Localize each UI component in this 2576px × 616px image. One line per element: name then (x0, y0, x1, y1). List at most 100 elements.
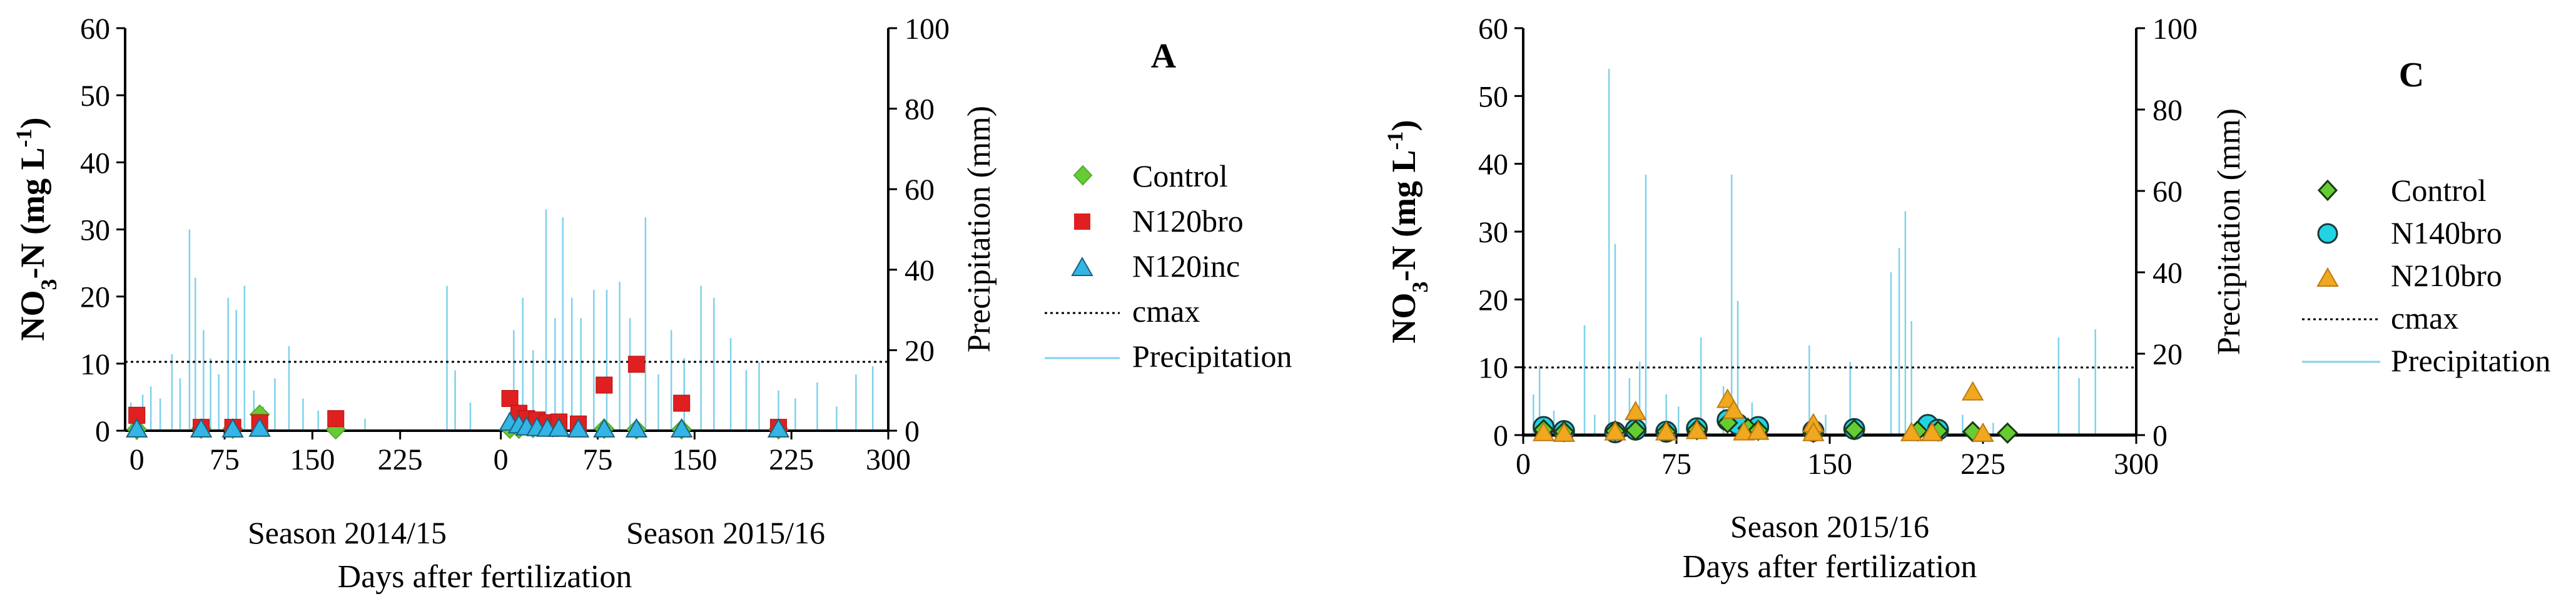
data-point-n210bro (1920, 421, 1944, 441)
legend-cmax-label: cmax (2391, 300, 2458, 336)
panel-a-y2-ticks: 0 20 40 60 80 100 (888, 13, 950, 448)
x-tick-label: 0 (1516, 448, 1531, 481)
legend-n120bro-marker (1074, 213, 1090, 230)
y-tick-label: 40 (1478, 148, 1508, 182)
y2-tick-label: 40 (2153, 257, 2183, 290)
panel-a-y-ticks: 0 10 20 30 40 50 60 (80, 13, 125, 448)
data-point-n120bro (673, 394, 691, 412)
data-point-n210bro (1722, 399, 1745, 419)
data-point-n120inc (221, 418, 244, 438)
data-point-n210bro (1624, 401, 1647, 421)
panel-a-letter: A (1151, 37, 1177, 76)
legend-control-label: Control (1132, 158, 1228, 193)
x-tick-label: 300 (866, 443, 911, 476)
panel-c-season-label: Season 2015/16 (1730, 509, 1929, 544)
data-point-n210bro (1553, 422, 1576, 442)
y-tick-label: 60 (1478, 13, 1508, 46)
panel-a-markers (125, 356, 790, 440)
data-point-n120inc (248, 417, 271, 437)
y2-tick-label: 60 (905, 173, 935, 207)
panel-c-legend: Control N140bro N210bro cmax Precipitati… (2302, 173, 2551, 378)
panel-c-x-axis-label: Days after fertilization (1683, 549, 1977, 585)
panel-a-y2-axis-label: Precipitation (mm) (961, 106, 997, 352)
x-tick-label: 75 (1661, 448, 1691, 481)
x-tick-label: 0 (129, 443, 145, 476)
data-point-control (1843, 419, 1865, 441)
panel-a-season-1-label: Season 2014/15 (248, 515, 447, 550)
data-point-n210bro (1900, 421, 1923, 441)
y-tick-label: 30 (80, 214, 110, 247)
data-point-n210bro (1532, 421, 1555, 441)
data-point-n210bro (1733, 421, 1755, 441)
legend-control-marker (2317, 179, 2338, 202)
legend-control-marker (1073, 165, 1093, 186)
panel-a: 0 10 20 30 40 50 60 0 20 40 60 80 100 0 75 150 225 0 75 1… (11, 13, 1292, 595)
panel-c-y-axis-label: NO3-N (mg L-1) (1382, 120, 1433, 344)
x-tick-label: 150 (1807, 448, 1852, 481)
panel-c-x-ticks: 0 75 150 225 300 (1516, 435, 2159, 481)
data-point-n120inc (593, 418, 616, 438)
y-tick-label: 10 (80, 348, 110, 381)
y-tick-label: 30 (1478, 216, 1508, 249)
data-point-control (1997, 422, 2019, 444)
y-tick-label: 50 (80, 80, 110, 113)
x-tick-label: 150 (672, 443, 717, 476)
x-tick-label: 75 (582, 443, 612, 476)
panel-c-precipitation-series (1533, 69, 2096, 435)
y2-tick-label: 100 (2153, 13, 2198, 46)
legend-n120inc-marker (1071, 256, 1093, 276)
y-tick-label: 50 (1478, 80, 1508, 113)
x-tick-label: 300 (2114, 448, 2159, 481)
panel-c-y-ticks: 0 10 20 30 40 50 60 (1478, 13, 1523, 453)
y2-tick-label: 40 (905, 254, 935, 287)
panel-a-x-axis-label: Days after fertilization (338, 559, 632, 595)
data-point-n120inc (547, 417, 570, 437)
data-point-n120inc (625, 418, 648, 438)
x-tick-label: 225 (378, 443, 423, 476)
data-point-n120inc (567, 418, 590, 438)
data-point-n120bro (627, 356, 645, 373)
x-tick-label: 225 (769, 443, 814, 476)
legend-n210bro-label: N210bro (2391, 258, 2502, 293)
y2-tick-label: 80 (2153, 94, 2183, 127)
data-point-n210bro (1802, 421, 1825, 441)
y2-tick-label: 80 (905, 93, 935, 126)
x-tick-label: 75 (210, 443, 240, 476)
y2-tick-label: 20 (905, 334, 935, 367)
y-tick-label: 20 (80, 281, 110, 314)
legend-n140bro-marker (2317, 223, 2338, 244)
data-point-control (1625, 419, 1646, 441)
data-point-n210bro (1972, 422, 1994, 442)
panel-c-markers (1532, 381, 2019, 444)
legend-n120bro-label: N120bro (1132, 203, 1244, 239)
y2-tick-label: 0 (2153, 419, 2168, 453)
y2-tick-label: 20 (2153, 338, 2183, 371)
data-point-n120inc (670, 418, 693, 438)
legend-n120inc-label: N120inc (1132, 249, 1240, 284)
panel-a-precipitation-series (130, 209, 874, 431)
panel-a-season-2-label: Season 2015/16 (626, 515, 825, 550)
data-point-n120bro (327, 410, 345, 428)
x-tick-label: 0 (494, 443, 509, 476)
data-point-n120inc (767, 418, 790, 438)
panel-c-y2-axis-label: Precipitation (mm) (2211, 108, 2247, 355)
data-point-n210bro (1604, 421, 1626, 441)
panel-a-legend: Control N120bro N120inc cmax Precipitati… (1045, 158, 1292, 374)
x-tick-label: 225 (1960, 448, 2006, 481)
data-point-n210bro (1961, 381, 1984, 401)
data-point-n210bro (1747, 420, 1770, 440)
legend-precipitation-label: Precipitation (1132, 339, 1292, 374)
data-point-n120inc (125, 418, 148, 438)
y-tick-label: 0 (1493, 419, 1508, 453)
panel-c-letter: C (2399, 56, 2424, 95)
y-tick-label: 20 (1478, 284, 1508, 317)
panel-c-y2-ticks: 0 20 40 60 80 100 (2136, 13, 2198, 453)
panel-a-axes (124, 28, 890, 432)
data-point-n120inc (190, 418, 213, 438)
legend-n210bro-marker (2316, 267, 2339, 287)
y-tick-label: 40 (80, 146, 110, 180)
y-tick-label: 10 (1478, 352, 1508, 385)
x-tick-label: 150 (290, 443, 335, 476)
